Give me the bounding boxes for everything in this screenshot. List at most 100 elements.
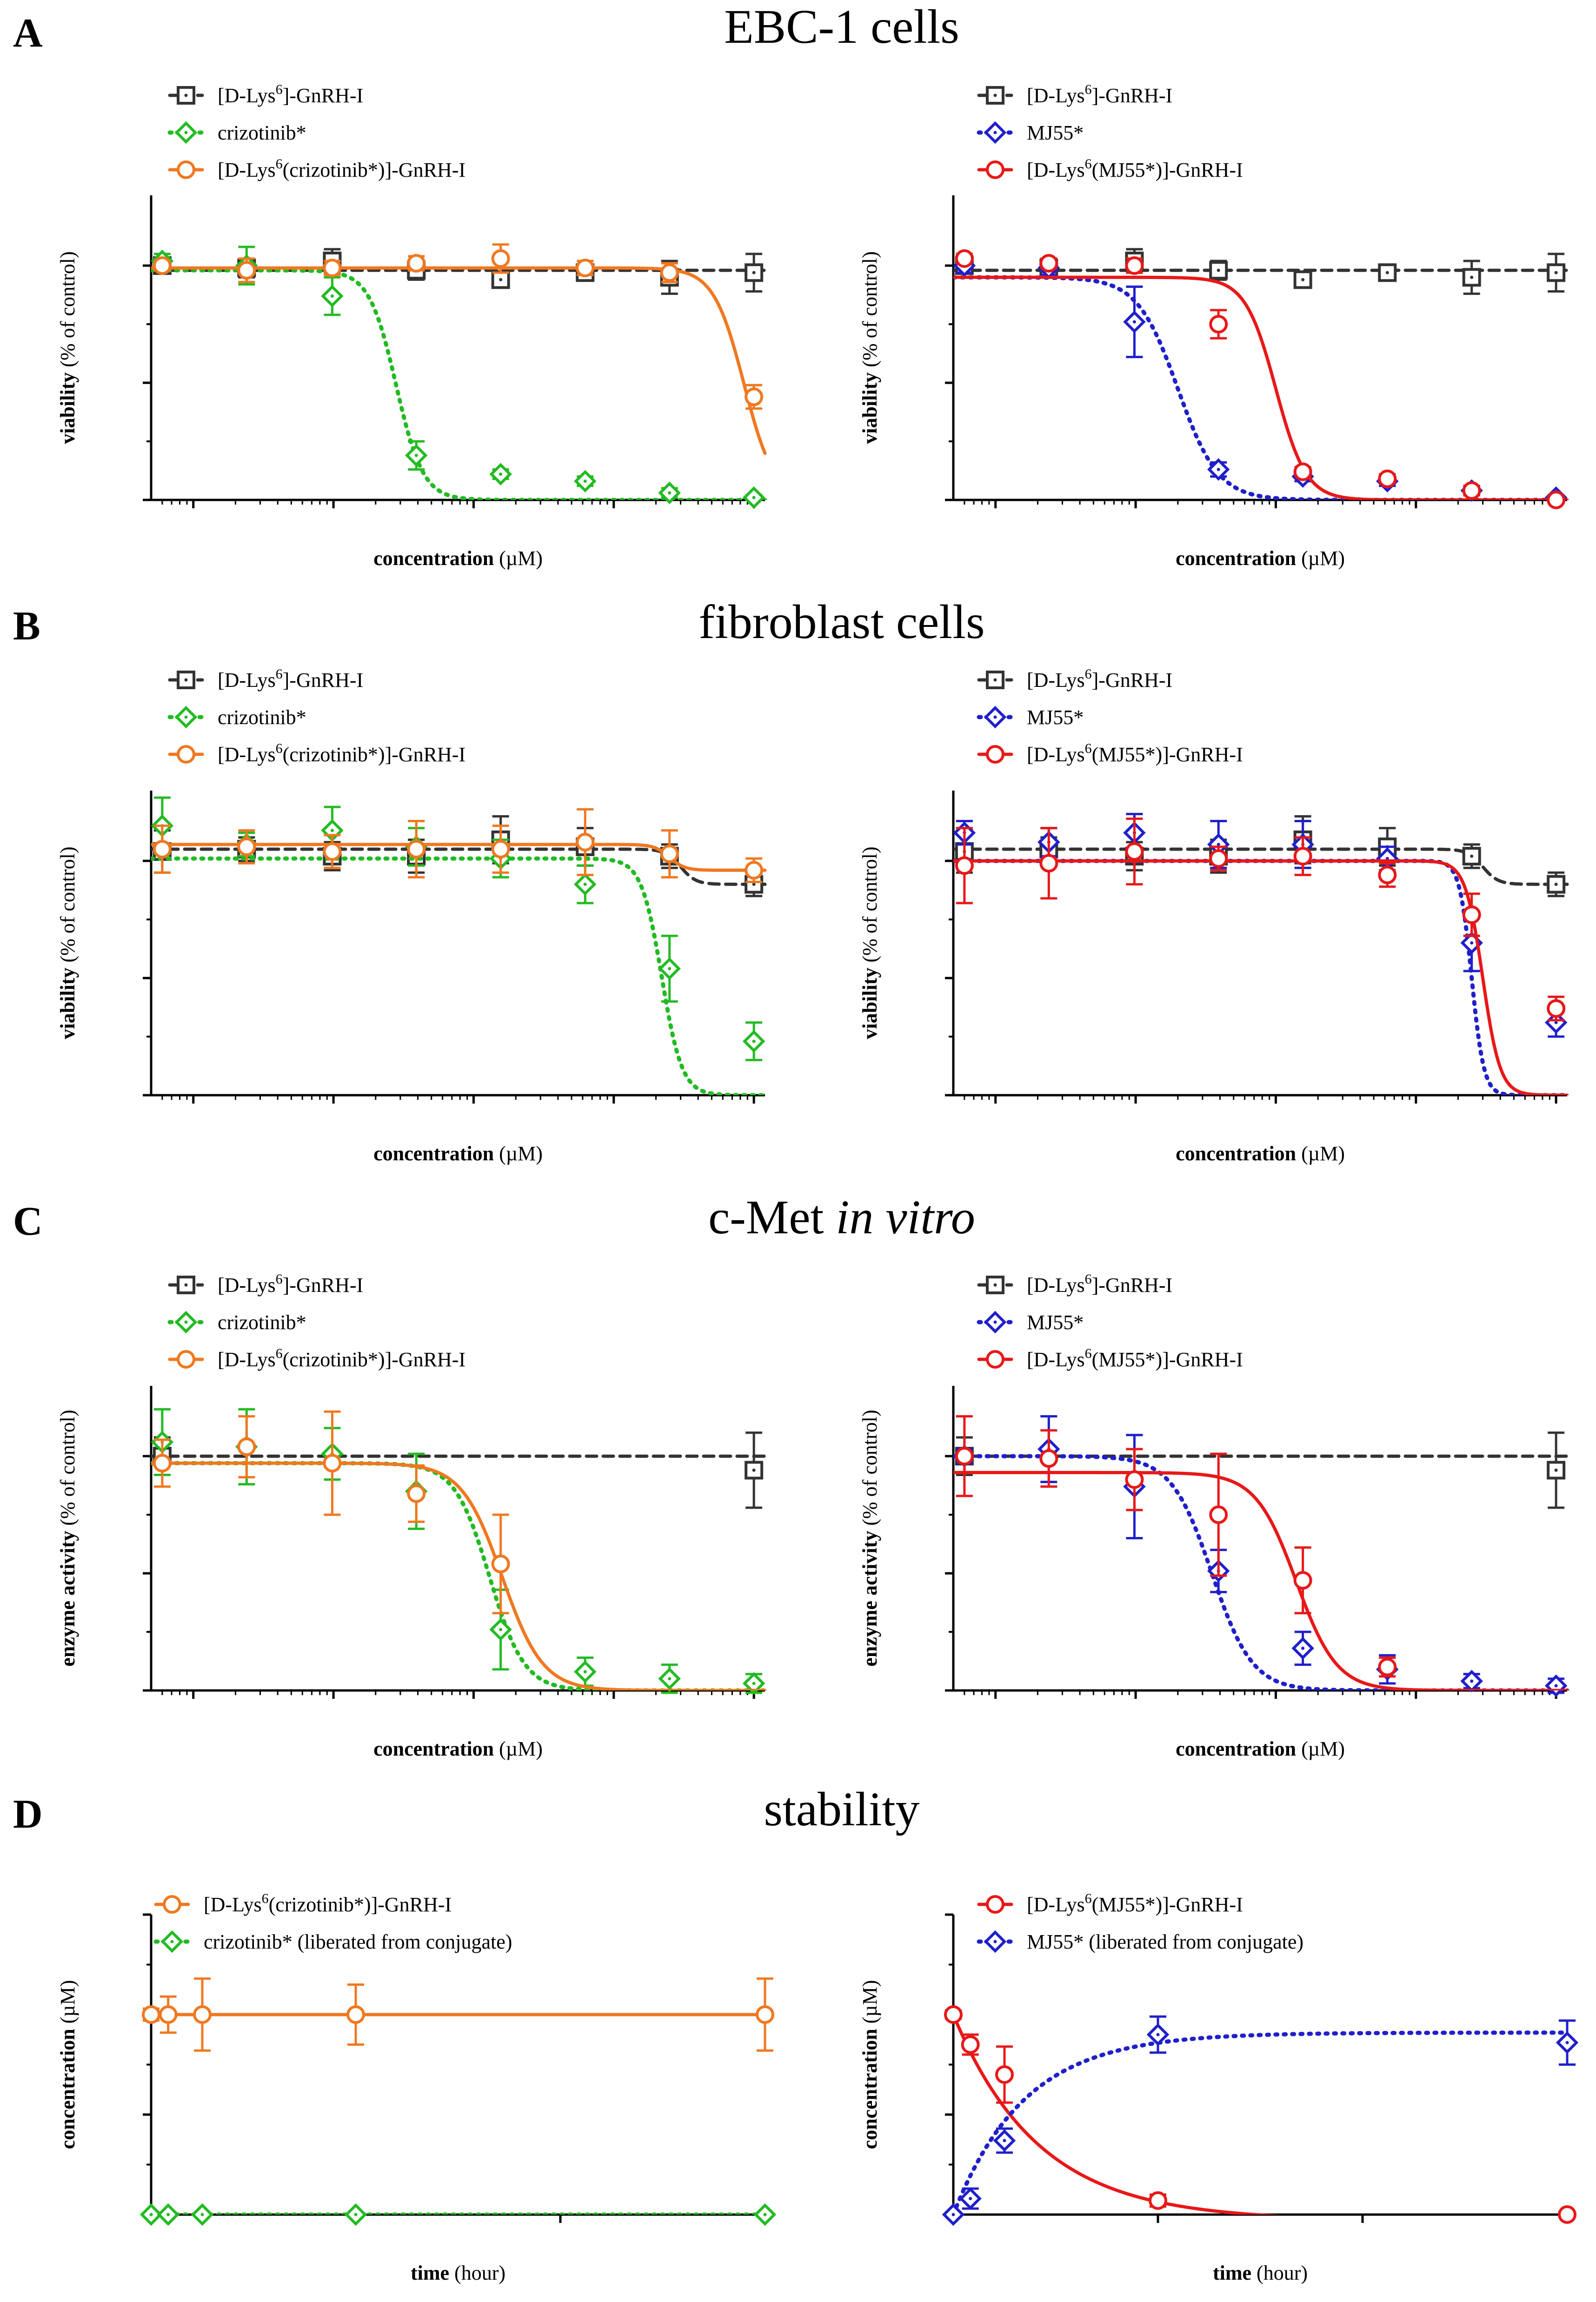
legend-label-main: [D-Lys bbox=[204, 1893, 262, 1916]
data-point-circle bbox=[576, 832, 595, 852]
series-orange: [D-Lys6(crizotinib*)]-GnRH-I bbox=[142, 1891, 774, 2052]
legend-label-main: [D-Lys bbox=[218, 1348, 276, 1371]
data-point-diamond-dot bbox=[668, 1677, 672, 1681]
legend-label-sup: 6 bbox=[1085, 156, 1092, 172]
data-point-circle bbox=[1293, 1571, 1312, 1590]
data-point-diamond-dot bbox=[1554, 1021, 1558, 1025]
data-point-diamond-dot bbox=[354, 2213, 358, 2216]
legend-label: [D-Lys6]-GnRH-I bbox=[218, 666, 363, 692]
legend-label-rest: (MJ55*)]-GnRH-I bbox=[1092, 743, 1243, 766]
data-point-diamond-dot bbox=[668, 967, 672, 971]
panel-letter-c: C bbox=[13, 1199, 43, 1244]
data-point-circle bbox=[745, 861, 764, 880]
data-point-circle bbox=[1125, 1470, 1144, 1489]
section-title-ebc1: EBC-1 cells bbox=[724, 0, 959, 53]
y-axis-label: concentration (µM) bbox=[56, 1980, 79, 2149]
data-point-diamond-dot bbox=[166, 2213, 170, 2216]
legend-label-sup: 6 bbox=[276, 1346, 283, 1361]
y-axis-label-unit: (% of control) bbox=[858, 251, 881, 367]
x-axis-label: concentration (µM) bbox=[373, 1142, 543, 1165]
y-axis-label-bold: viability bbox=[858, 373, 881, 444]
data-point-diamond-dot bbox=[1132, 320, 1136, 324]
data-point-square-dot bbox=[1470, 275, 1474, 279]
legend-marker-circle bbox=[986, 745, 1004, 764]
data-point-circle bbox=[237, 837, 256, 856]
data-point-diamond-dot bbox=[149, 2213, 153, 2216]
chart-ebc1-crizotinib: concentration (µM) viability (% of contro… bbox=[56, 82, 767, 570]
legend-marker-diamond-dot bbox=[993, 1320, 997, 1324]
data-point-diamond-dot bbox=[1554, 1684, 1558, 1688]
data-point-diamond-dot bbox=[969, 2197, 972, 2201]
data-point-circle bbox=[955, 856, 974, 875]
data-point-circle bbox=[961, 2035, 980, 2054]
data-point-circle bbox=[407, 1484, 426, 1503]
data-point-circle bbox=[1378, 469, 1397, 488]
legend-marker-circle bbox=[986, 1895, 1004, 1914]
legend-label-rest: ]-GnRH-I bbox=[283, 1274, 364, 1297]
data-point-diamond-dot bbox=[583, 479, 587, 483]
data-point-circle bbox=[407, 254, 426, 273]
data-point-circle bbox=[1039, 854, 1058, 873]
legend-label-main: [D-Lys bbox=[218, 743, 276, 766]
legend-label: [D-Lys6]-GnRH-I bbox=[1027, 666, 1172, 692]
legend-label-main: [D-Lys bbox=[1027, 669, 1085, 692]
data-point-circle bbox=[237, 261, 256, 280]
data-point-circle bbox=[153, 256, 172, 275]
panel-letter-b: B bbox=[13, 604, 40, 649]
data-point-diamond-dot bbox=[668, 491, 672, 495]
x-axis-label-bold: concentration bbox=[1176, 1737, 1296, 1760]
x-axis-label-unit: (hour) bbox=[454, 2262, 505, 2284]
legend-label: crizotinib* (liberated from conjugate) bbox=[204, 1930, 512, 1953]
y-axis-label-unit: (µM) bbox=[56, 1980, 79, 2024]
legend-marker-square bbox=[177, 86, 195, 105]
legend-label: MJ55* bbox=[1027, 121, 1084, 144]
data-point-diamond-dot bbox=[752, 1039, 756, 1043]
legend-marker-square bbox=[177, 1276, 195, 1294]
data-point-diamond-dot bbox=[583, 1670, 587, 1674]
legend-label-sup: 6 bbox=[1085, 741, 1092, 756]
legend-marker-circle bbox=[986, 1350, 1004, 1369]
legend-label-main: [D-Lys bbox=[1027, 84, 1085, 107]
legend-label-sup: 6 bbox=[1085, 1346, 1092, 1361]
legend-label-rest: ]-GnRH-I bbox=[1092, 84, 1173, 107]
data-point-diamond-dot bbox=[414, 453, 418, 457]
data-point-circle bbox=[1558, 2205, 1576, 2224]
chart-cmet-crizotinib: concentration (µM) enzyme activity (% of … bbox=[56, 1271, 767, 1760]
y-axis-label: viability (% of control) bbox=[858, 251, 881, 444]
data-point-circle bbox=[1125, 842, 1144, 861]
data-point-circle bbox=[1039, 254, 1058, 273]
data-point-diamond-dot bbox=[1470, 941, 1474, 945]
legend-label-main: [D-Lys bbox=[1027, 159, 1085, 181]
legend-label-sup: 6 bbox=[1085, 82, 1092, 97]
legend-label-sup: 6 bbox=[1085, 1271, 1092, 1287]
legend-label-rest: (crizotinib*)]-GnRH-I bbox=[283, 159, 466, 181]
legend-label-sup: 6 bbox=[276, 666, 283, 682]
legend-marker-diamond-dot bbox=[184, 131, 188, 134]
legend-label-main: [D-Lys bbox=[1027, 1348, 1085, 1371]
legend-marker-square-dot bbox=[184, 678, 188, 682]
data-point-circle bbox=[237, 1437, 256, 1456]
series-red: [D-Lys6(MJ55*)]-GnRH-I bbox=[953, 1346, 1569, 1690]
data-point-circle bbox=[153, 1454, 172, 1473]
data-point-diamond-dot bbox=[1301, 1646, 1305, 1650]
legend-label-sup: 6 bbox=[276, 156, 283, 172]
data-point-circle bbox=[1209, 1505, 1228, 1524]
legend-marker-diamond-dot bbox=[184, 1320, 188, 1324]
legend-label-main: crizotinib* bbox=[218, 121, 306, 144]
x-axis-label: concentration (µM) bbox=[1176, 1737, 1345, 1760]
data-point-circle bbox=[660, 845, 679, 864]
data-point-square-dot bbox=[1301, 278, 1305, 281]
legend-label: [D-Lys6]-GnRH-I bbox=[1027, 82, 1172, 107]
data-point-circle bbox=[1039, 1449, 1058, 1468]
y-axis-label: enzyme activity (% of control) bbox=[56, 1410, 79, 1666]
data-point-square-dot bbox=[752, 1468, 756, 1472]
y-axis-label-unit: (% of control) bbox=[56, 251, 79, 367]
data-point-circle bbox=[1462, 481, 1481, 500]
x-axis-label-bold: concentration bbox=[1176, 1142, 1296, 1165]
data-point-square-dot bbox=[752, 271, 756, 274]
x-axis-label-unit: (µM) bbox=[499, 1142, 543, 1165]
data-point-square bbox=[1293, 270, 1312, 289]
legend-label-sup: 6 bbox=[276, 1271, 283, 1287]
y-axis-label: viability (% of control) bbox=[56, 251, 79, 444]
series-orange: [D-Lys6(crizotinib*)]-GnRH-I bbox=[151, 156, 767, 455]
